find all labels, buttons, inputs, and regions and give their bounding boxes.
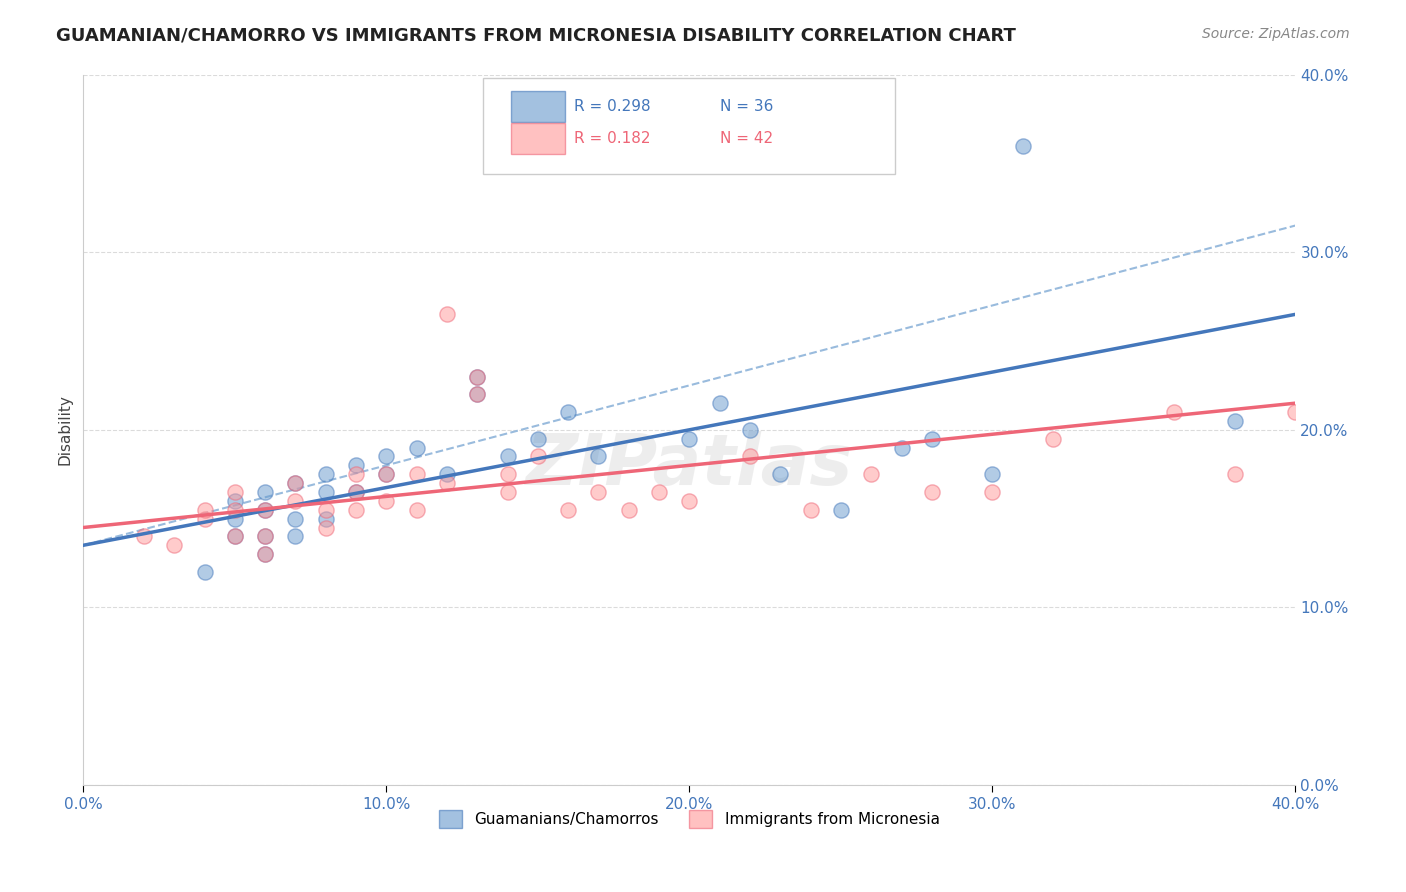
Point [496,485,519,500]
Point [588,485,610,500]
Point [465,387,488,401]
Point [588,450,610,464]
Point [344,485,367,500]
Text: Source: ZipAtlas.com: Source: ZipAtlas.com [1202,27,1350,41]
Point [405,502,427,516]
Point [193,502,215,516]
Point [344,458,367,473]
Text: R = 0.182: R = 0.182 [574,131,651,146]
Point [224,529,246,543]
Point [224,511,246,525]
Point [1223,467,1246,482]
Point [648,485,671,500]
Point [405,467,427,482]
Point [132,529,155,543]
Point [193,565,215,579]
Point [254,502,277,516]
Point [224,485,246,500]
Point [405,441,427,455]
Point [1223,414,1246,428]
Point [344,502,367,516]
Point [284,529,307,543]
Point [254,547,277,561]
Point [496,467,519,482]
Point [921,485,943,500]
Point [254,502,277,516]
Point [800,502,823,516]
Point [738,423,761,437]
Point [981,485,1004,500]
Text: N = 36: N = 36 [720,99,773,114]
Point [375,467,398,482]
Point [557,502,579,516]
Point [375,467,398,482]
Point [678,494,700,508]
Text: ZIPatlas: ZIPatlas [526,431,853,500]
Text: GUAMANIAN/CHAMORRO VS IMMIGRANTS FROM MICRONESIA DISABILITY CORRELATION CHART: GUAMANIAN/CHAMORRO VS IMMIGRANTS FROM MI… [56,27,1017,45]
Point [224,529,246,543]
Point [769,467,792,482]
Point [315,467,337,482]
Point [738,450,761,464]
Point [344,467,367,482]
Point [890,441,912,455]
Point [315,520,337,534]
Y-axis label: Disability: Disability [58,394,72,466]
Text: N = 42: N = 42 [720,131,773,146]
Point [527,450,550,464]
Point [284,476,307,491]
Point [1011,138,1033,153]
Point [527,432,550,446]
Point [375,494,398,508]
Legend: Guamanians/Chamorros, Immigrants from Micronesia: Guamanians/Chamorros, Immigrants from Mi… [433,804,946,834]
Point [254,485,277,500]
Point [254,529,277,543]
Point [830,502,852,516]
Point [344,485,367,500]
Point [981,467,1004,482]
Point [465,387,488,401]
Point [224,502,246,516]
Point [163,538,186,552]
Point [860,467,883,482]
Point [496,450,519,464]
Point [678,432,700,446]
Text: R = 0.298: R = 0.298 [574,99,651,114]
Point [284,494,307,508]
Point [436,476,458,491]
FancyBboxPatch shape [512,123,565,154]
Point [284,511,307,525]
Point [1042,432,1064,446]
Point [315,485,337,500]
Point [254,529,277,543]
FancyBboxPatch shape [512,91,565,122]
Point [254,547,277,561]
Point [465,369,488,384]
Point [436,467,458,482]
Point [709,396,731,410]
Point [315,511,337,525]
Point [315,502,337,516]
Point [1284,405,1306,419]
Point [193,511,215,525]
Point [284,476,307,491]
Point [465,369,488,384]
Point [436,307,458,321]
FancyBboxPatch shape [484,78,896,174]
Point [375,450,398,464]
Point [557,405,579,419]
Point [1163,405,1185,419]
Point [921,432,943,446]
Point [617,502,640,516]
Point [224,494,246,508]
